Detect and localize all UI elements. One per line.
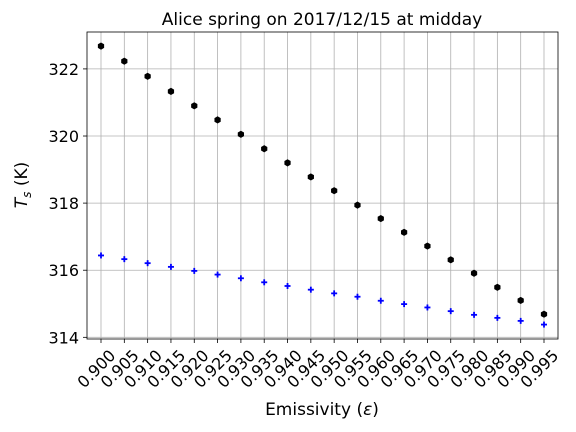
data-points <box>97 42 548 328</box>
data-point-black <box>144 72 151 80</box>
data-point-black <box>447 256 454 264</box>
data-point-blue <box>331 290 338 297</box>
data-point-blue <box>214 271 221 278</box>
data-point-black <box>261 145 268 153</box>
data-point-blue <box>541 321 547 328</box>
axis-ticks: 0.9000.9050.9100.9150.9200.9250.9300.935… <box>48 60 562 392</box>
data-point-black <box>97 42 105 50</box>
y-tick-label: 318 <box>48 194 79 213</box>
data-point-blue <box>424 304 431 311</box>
data-point-black <box>191 102 198 110</box>
gridlines <box>87 32 558 339</box>
x-axis-label: Emissivity (ε) <box>265 400 379 420</box>
data-point-black <box>400 228 408 236</box>
data-point-black <box>494 283 501 291</box>
data-point-blue <box>98 252 104 259</box>
y-axis-label: Ts (K) <box>12 162 34 208</box>
y-tick-label: 314 <box>48 328 79 347</box>
y-tick-label: 322 <box>48 60 79 79</box>
data-point-black <box>424 242 431 250</box>
data-point-blue <box>471 311 478 318</box>
data-point-blue <box>167 263 174 270</box>
chart-title: Alice spring on 2017/12/15 at midday <box>162 10 482 30</box>
data-point-black <box>517 296 524 305</box>
data-point-black <box>167 87 175 95</box>
data-point-black <box>331 187 338 195</box>
data-point-blue <box>284 282 291 289</box>
data-point-black <box>307 173 314 181</box>
data-point-blue <box>121 256 128 263</box>
data-point-blue <box>191 267 198 274</box>
data-point-black <box>540 310 548 318</box>
data-point-black <box>121 57 128 65</box>
data-point-black <box>284 159 291 167</box>
data-point-black <box>214 116 221 124</box>
data-point-blue <box>144 260 151 267</box>
y-tick-label: 320 <box>48 127 79 146</box>
data-point-blue <box>494 314 501 321</box>
plot-frame <box>86 31 559 340</box>
data-point-blue <box>401 301 408 308</box>
data-point-blue <box>377 297 384 304</box>
data-point-blue <box>447 308 454 315</box>
data-point-blue <box>354 293 361 300</box>
data-point-blue <box>307 286 314 293</box>
data-point-black <box>377 214 384 223</box>
data-point-black <box>470 269 478 277</box>
y-tick-label: 316 <box>48 261 79 280</box>
data-point-blue <box>237 275 244 282</box>
data-point-blue <box>517 317 524 324</box>
data-point-blue <box>261 279 268 286</box>
data-point-black <box>237 130 245 138</box>
data-point-black <box>354 201 361 209</box>
